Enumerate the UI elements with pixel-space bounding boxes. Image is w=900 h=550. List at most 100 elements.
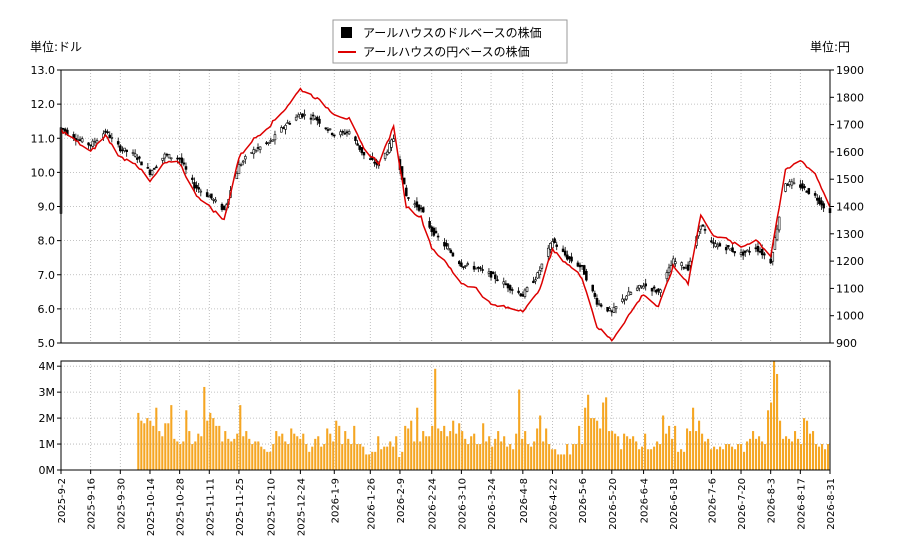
candle-body bbox=[343, 132, 347, 135]
volume-tick-label: 2M bbox=[39, 412, 56, 425]
volume-bar bbox=[419, 441, 422, 470]
candle-body bbox=[561, 248, 565, 252]
candle-body bbox=[652, 286, 656, 289]
volume-bar bbox=[242, 436, 245, 470]
candle-body bbox=[136, 157, 139, 160]
candle-body bbox=[163, 153, 167, 159]
x-tick-label: 2025-12-24 bbox=[296, 478, 307, 536]
volume-bar bbox=[701, 433, 704, 470]
candle-body bbox=[383, 152, 387, 159]
candle-body bbox=[790, 181, 794, 186]
volume-bar bbox=[230, 441, 233, 470]
candle-body bbox=[816, 197, 819, 201]
candle-body bbox=[195, 184, 198, 189]
volume-bar bbox=[251, 444, 254, 470]
volume-bar bbox=[299, 438, 302, 470]
volume-bar bbox=[470, 436, 473, 470]
volume-bar bbox=[575, 444, 578, 470]
volume-bar bbox=[344, 431, 347, 470]
candle-body bbox=[345, 131, 349, 134]
volume-bar bbox=[656, 441, 659, 470]
volume-bar bbox=[287, 444, 290, 470]
candle-body bbox=[462, 266, 465, 269]
volume-bar bbox=[464, 438, 467, 470]
volume-bar bbox=[194, 441, 197, 470]
candle-body bbox=[87, 142, 90, 146]
candle-body bbox=[165, 153, 169, 156]
candle-body bbox=[222, 205, 226, 210]
candle-body bbox=[299, 114, 302, 119]
candle-body bbox=[199, 190, 203, 193]
candle-body bbox=[813, 193, 817, 196]
candle-body bbox=[517, 290, 520, 293]
volume-bar bbox=[182, 441, 185, 470]
volume-bar bbox=[530, 446, 533, 470]
candle-body bbox=[176, 157, 179, 160]
y-right-tick-label: 1700 bbox=[836, 119, 864, 132]
x-tick-label: 2026-8-31 bbox=[826, 478, 837, 530]
candle-body bbox=[553, 238, 556, 244]
candle-body bbox=[724, 247, 728, 251]
volume-bar bbox=[302, 433, 305, 470]
candle-body bbox=[210, 193, 213, 199]
volume-bar bbox=[542, 441, 545, 470]
volume-bar bbox=[821, 444, 824, 470]
candle-body bbox=[140, 161, 143, 166]
candle-body bbox=[712, 242, 715, 244]
candle-body bbox=[667, 267, 671, 273]
candle-body bbox=[803, 186, 806, 188]
candle-body bbox=[360, 147, 364, 154]
volume-bar bbox=[704, 441, 707, 470]
volume-bar bbox=[347, 438, 350, 470]
volume-bar bbox=[749, 438, 752, 470]
volume-bar bbox=[227, 438, 230, 470]
candle-body bbox=[716, 244, 719, 248]
volume-bar bbox=[248, 438, 251, 470]
candle-body bbox=[818, 197, 821, 204]
candle-body bbox=[267, 142, 270, 144]
volume-bar bbox=[554, 449, 557, 470]
volume-bar bbox=[758, 436, 761, 470]
candle-body bbox=[799, 184, 802, 188]
volume-bar bbox=[827, 444, 830, 470]
volume-bar bbox=[290, 428, 293, 470]
price-y-axis-left-ticks: 5.0 6.0 7.0 8.0 9.0 10.0 11.0 12.0 13.0 bbox=[31, 64, 61, 350]
volume-bar bbox=[416, 407, 419, 470]
volume-bar bbox=[458, 423, 461, 470]
x-tick-label: 2025-11-25 bbox=[235, 478, 246, 536]
candle-body bbox=[182, 162, 186, 165]
volume-bar bbox=[653, 446, 656, 470]
candle-body bbox=[180, 157, 184, 163]
volume-bar bbox=[185, 410, 188, 470]
legend-swatch-usd bbox=[341, 27, 352, 38]
candle-body bbox=[591, 284, 594, 292]
candle-body bbox=[197, 187, 200, 190]
volume-bar bbox=[335, 420, 338, 470]
volume-bar bbox=[671, 438, 674, 470]
candle-body bbox=[623, 298, 626, 301]
volume-bar bbox=[725, 444, 728, 470]
volume-bar bbox=[809, 433, 812, 470]
candle-body bbox=[578, 264, 582, 268]
candle-body bbox=[756, 245, 760, 252]
volume-bar bbox=[152, 425, 155, 470]
y-right-tick-label: 1800 bbox=[836, 91, 864, 104]
candle-body bbox=[714, 243, 717, 247]
volume-bar bbox=[443, 425, 446, 470]
x-tick-label: 2026-1-26 bbox=[366, 478, 377, 530]
volume-bar bbox=[788, 438, 791, 470]
candle-body bbox=[191, 177, 194, 180]
volume-bar bbox=[773, 361, 776, 470]
candle-body bbox=[684, 267, 688, 270]
volume-bar bbox=[662, 415, 665, 470]
volume-bar bbox=[614, 433, 617, 470]
candle-body bbox=[237, 164, 241, 175]
volume-bar bbox=[368, 454, 371, 470]
candle-body bbox=[339, 131, 342, 136]
candle-body bbox=[674, 261, 677, 264]
candle-body bbox=[801, 183, 804, 189]
candle-body bbox=[445, 242, 448, 247]
volume-bar bbox=[179, 444, 182, 470]
x-tick-label: 2026-4-22 bbox=[548, 478, 559, 530]
